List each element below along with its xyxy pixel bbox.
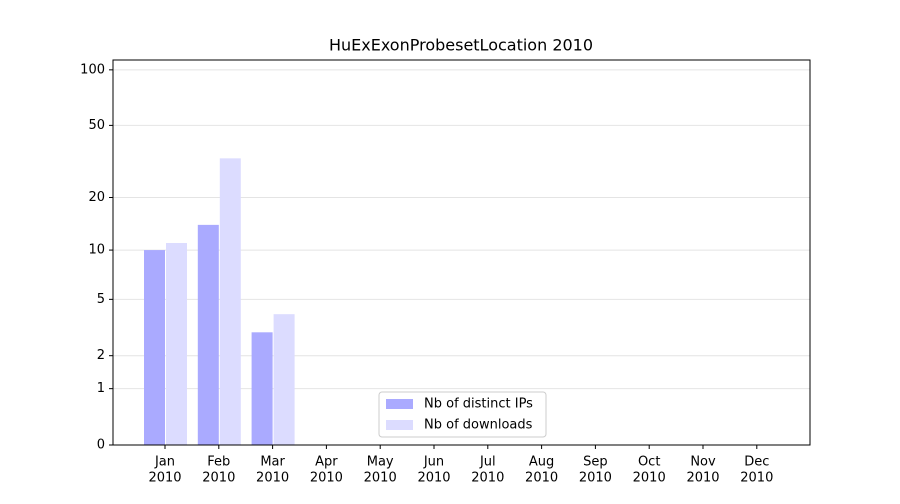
x-tick-label: Feb: [207, 455, 230, 470]
x-tick-label: Mar: [260, 455, 285, 470]
x-tick-label: 2010: [310, 471, 343, 486]
chart-title: HuExExonProbesetLocation 2010: [329, 36, 593, 55]
x-tick-label: 2010: [740, 471, 773, 486]
x-tick-label: 2010: [256, 471, 289, 486]
y-tick-label: 10: [88, 243, 105, 258]
y-tick-label: 2: [97, 348, 105, 363]
x-tick-label: Jan: [154, 455, 175, 470]
bar: [251, 332, 273, 445]
x-tick-label: Jun: [423, 455, 444, 470]
bar: [166, 243, 187, 445]
x-tick-label: 2010: [686, 471, 719, 486]
plot-frame: [112, 59, 811, 446]
bar: [219, 158, 241, 445]
legend-swatch: [386, 420, 413, 430]
x-tick-label: 2010: [633, 471, 666, 486]
x-tick-label: 2010: [417, 471, 450, 486]
x-tick-label: 2010: [148, 471, 181, 486]
y-tick-label: 100: [80, 62, 105, 77]
x-tick-label: May: [367, 455, 394, 470]
x-tick-label: Jul: [479, 455, 496, 470]
x-tick-label: Oct: [638, 455, 660, 470]
legend-frame: [378, 391, 547, 438]
y-tick-label: 5: [97, 292, 105, 307]
legend-label: Nb of distinct IPs: [424, 397, 533, 412]
x-tick-label: Aug: [529, 455, 554, 470]
y-tick-label: 50: [88, 118, 105, 133]
bar: [144, 250, 165, 445]
x-tick-label: Nov: [690, 455, 716, 470]
legend-label: Nb of downloads: [424, 418, 533, 433]
x-tick-label: 2010: [579, 471, 612, 486]
x-tick-label: 2010: [471, 471, 504, 486]
bar: [273, 314, 295, 445]
y-tick-label: 0: [97, 438, 105, 453]
x-tick-label: Sep: [583, 455, 608, 470]
x-tick-label: 2010: [202, 471, 235, 486]
legend-swatch: [386, 399, 413, 409]
x-tick-label: Apr: [315, 455, 338, 470]
x-tick-label: 2010: [525, 471, 558, 486]
bar: [197, 224, 219, 445]
x-tick-label: 2010: [364, 471, 397, 486]
y-tick-label: 20: [88, 190, 105, 205]
x-tick-label: Dec: [744, 455, 769, 470]
y-tick-label: 1: [97, 381, 105, 396]
